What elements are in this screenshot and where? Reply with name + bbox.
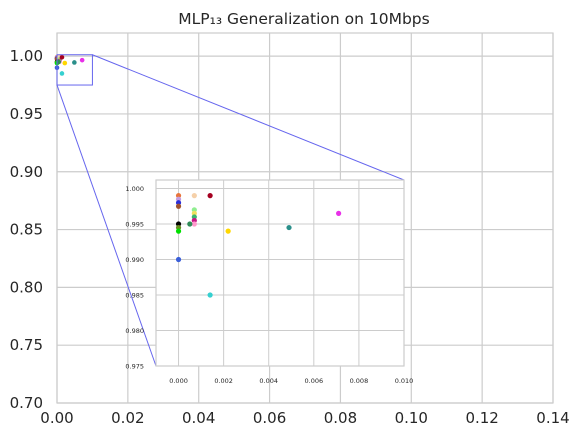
x-tick-label: 0.02 (111, 409, 144, 427)
inset-y-tick-label: 0.990 (125, 256, 144, 264)
inset-y-tick-label: 0.985 (125, 292, 144, 300)
main-tick-labels: 0.00 0.02 0.04 0.06 0.08 0.10 0.12 0.14 0.70 0.75… (10, 47, 570, 427)
data-point (59, 71, 65, 76)
data-point (59, 54, 65, 60)
y-tick-label: 0.85 (10, 221, 43, 239)
inset-data-point (191, 193, 197, 199)
main-points (54, 54, 85, 76)
inset-frame (155, 179, 405, 367)
data-point (56, 59, 62, 65)
inset-data-point (191, 221, 197, 227)
chart-title: MLP₁₃ Generalization on 10Mbps (178, 10, 429, 28)
inset-data-point (225, 228, 231, 234)
y-tick-label: 0.80 (10, 278, 43, 296)
inset-data-point (336, 210, 342, 216)
inset-y-tick-label: 0.980 (125, 327, 144, 335)
inset-x-tick-label: 0.002 (214, 377, 233, 385)
zoom-indicator (56, 54, 405, 367)
inset-y-tick-label: 0.995 (125, 221, 144, 229)
zoom-connector-line (92, 54, 405, 181)
data-point (79, 57, 85, 63)
inset-data-point (175, 228, 182, 234)
zoom-connector-line (56, 84, 157, 367)
inset-x-tick-label: 0.004 (259, 377, 278, 385)
x-tick-label: 0.06 (253, 409, 286, 427)
x-tick-label: 0.10 (395, 409, 428, 427)
inset-x-tick-label: 0.000 (169, 377, 188, 385)
x-tick-label: 0.04 (182, 409, 215, 427)
y-tick-label: 0.70 (10, 394, 43, 412)
inset-data-point (175, 203, 182, 209)
x-tick-label: 0.08 (324, 409, 357, 427)
inset-x-tick-label: 0.006 (305, 377, 324, 385)
y-tick-label: 0.95 (10, 105, 43, 123)
inset-axes: 0.000 0.002 0.004 0.006 0.008 0.010 0.975 0.980… (125, 179, 414, 385)
data-point (62, 60, 68, 66)
inset-data-point (175, 256, 182, 263)
inset-data-point (207, 292, 213, 298)
inset-x-tick-label: 0.010 (395, 377, 414, 385)
y-tick-label: 0.75 (10, 336, 43, 354)
inset-y-tick-label: 1.000 (125, 185, 144, 193)
x-tick-label: 0.00 (40, 409, 73, 427)
zoom-box-rect (56, 54, 93, 86)
inset-data-point (187, 221, 193, 227)
x-tick-label: 0.14 (536, 409, 569, 427)
y-tick-label: 1.00 (10, 47, 43, 65)
x-tick-label: 0.12 (465, 409, 498, 427)
y-tick-label: 0.90 (10, 163, 43, 181)
inset-x-tick-label: 0.008 (350, 377, 369, 385)
inset-data-point (207, 193, 213, 199)
inset-y-tick-label: 0.975 (125, 363, 144, 371)
inset-data-point (286, 224, 292, 231)
data-point (72, 60, 77, 65)
